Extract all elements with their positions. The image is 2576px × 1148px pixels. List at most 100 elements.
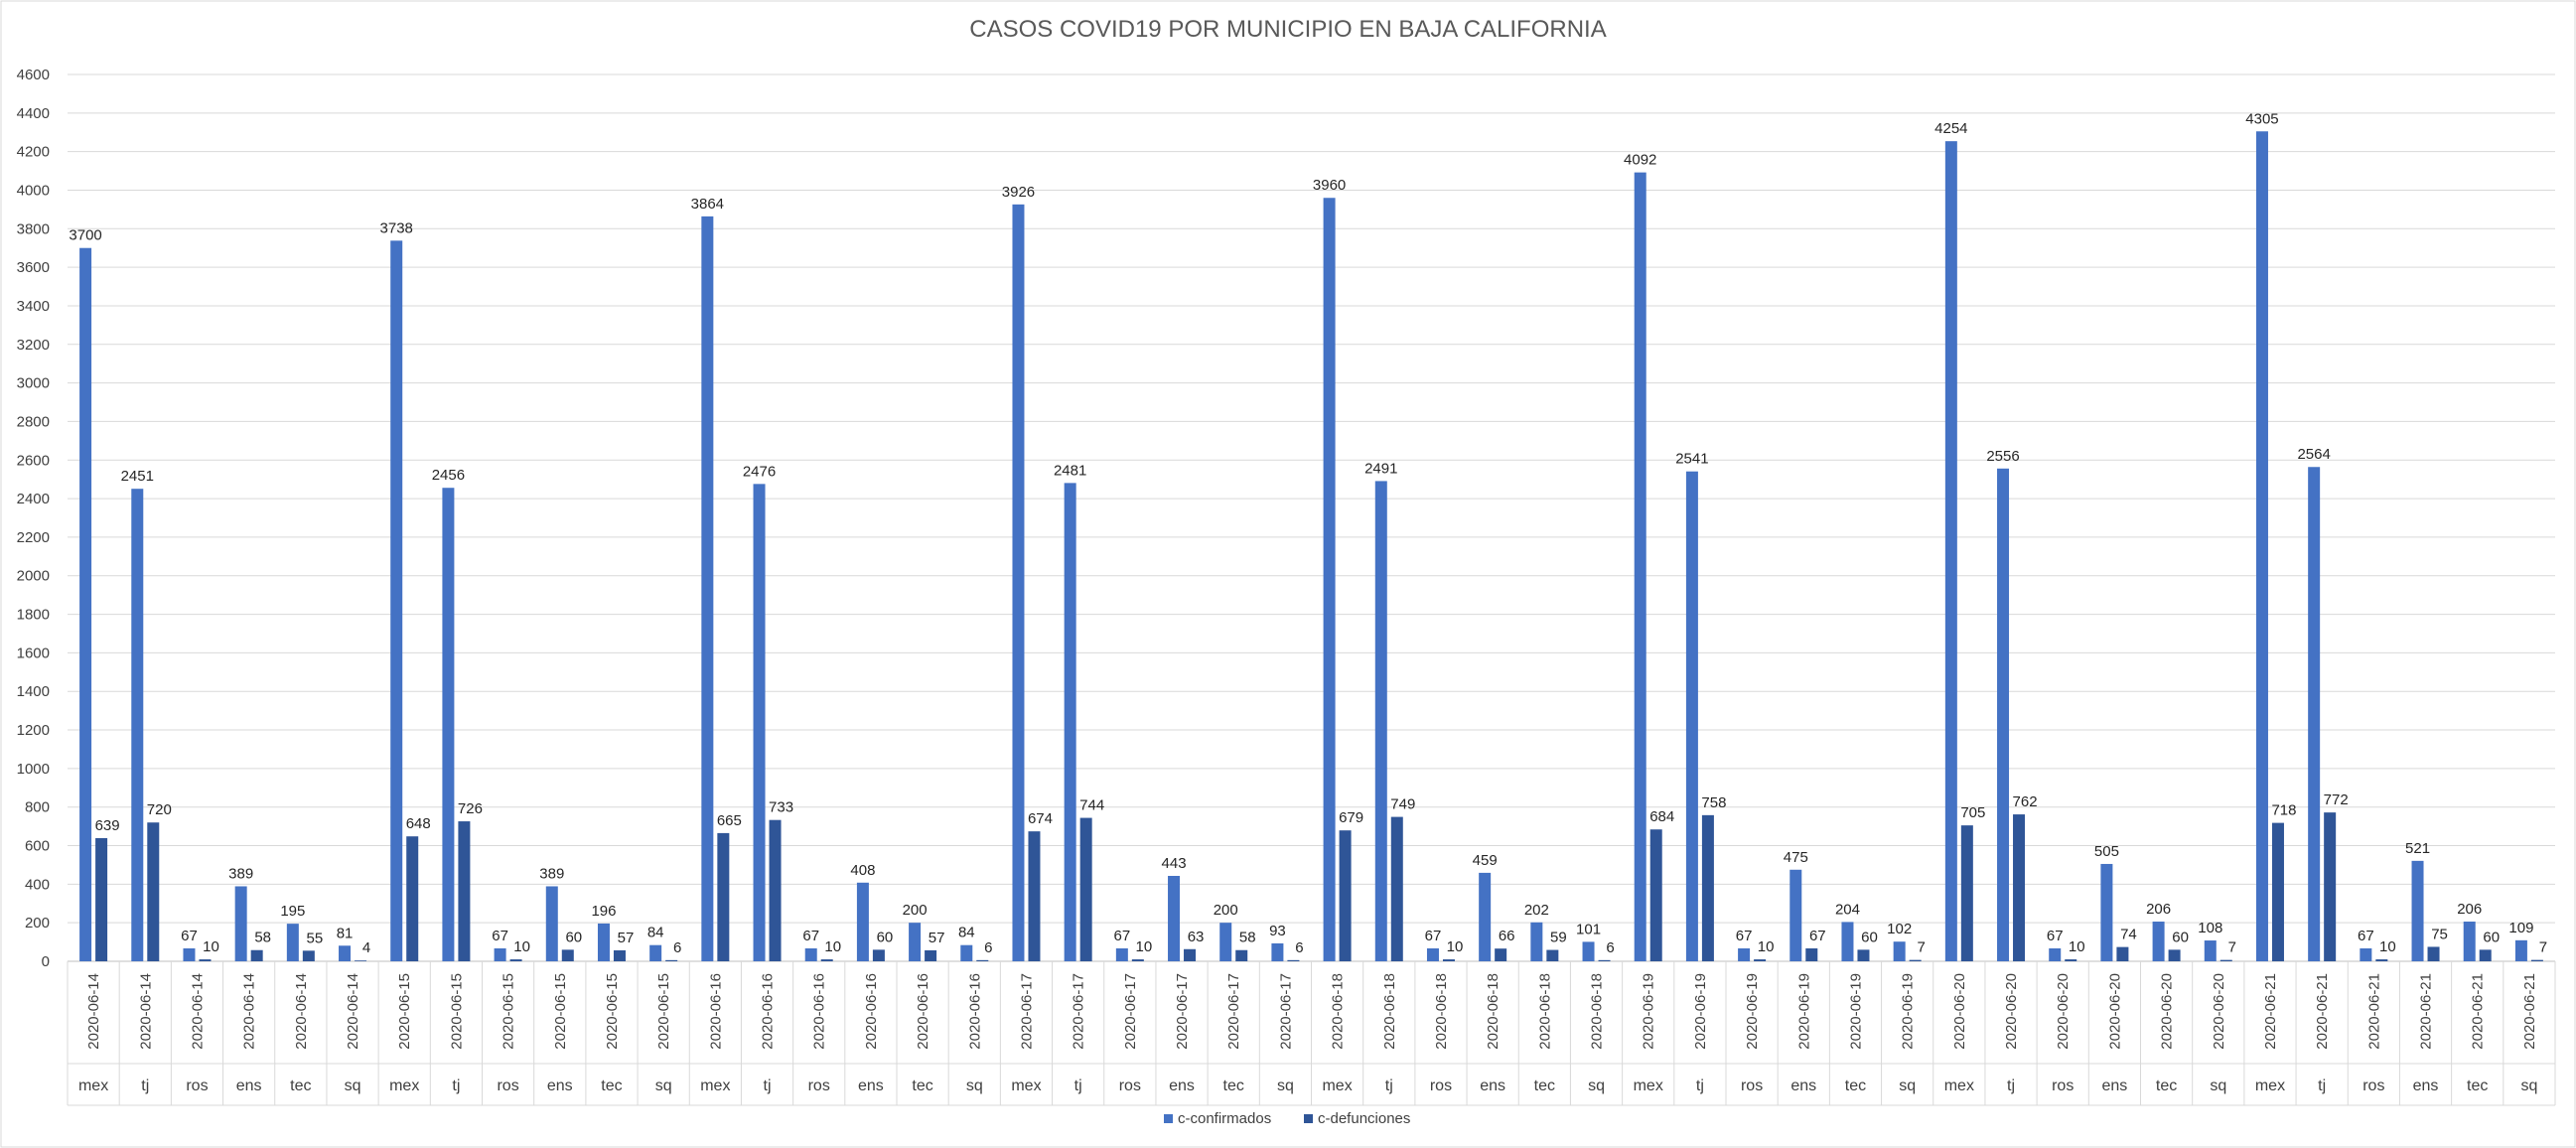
bar-c-defunciones [820,959,833,961]
bar-c-confirmados [131,489,144,961]
bar-c-defunciones [2065,959,2077,961]
x-tick-label-date: 2020-06-20 [2211,973,2227,1050]
bar-c-defunciones [1649,829,1662,961]
data-label-c-confirmados: 206 [2146,901,2171,918]
data-label-c-defunciones: 726 [458,800,483,817]
data-label-c-confirmados: 195 [280,903,305,920]
y-tick-label: 0 [42,953,50,970]
bar-c-confirmados [2255,131,2268,961]
data-label-c-confirmados: 3960 [1313,177,1346,194]
x-tick-label-date: 2020-06-17 [1122,973,1139,1050]
x-tick-label-date: 2020-06-14 [189,973,206,1050]
bar-c-confirmados [2308,467,2321,961]
y-tick-label: 3400 [17,298,50,315]
bar-c-defunciones [1701,814,1714,961]
x-tick-label-municipio: ens [2102,1077,2128,1094]
y-tick-label: 3600 [17,259,50,276]
bar-c-defunciones [1184,948,1197,961]
x-tick-label-date: 2020-06-16 [760,973,777,1050]
bar-c-confirmados [909,923,922,961]
x-tick-label-date: 2020-06-18 [1485,973,1502,1050]
y-tick-label: 2200 [17,529,50,546]
data-label-c-confirmados: 67 [1736,928,1753,944]
bar-c-defunciones [665,959,678,961]
bar-c-defunciones [2530,959,2543,961]
x-tick-label-municipio: mex [1011,1077,1041,1094]
data-label-c-confirmados: 200 [1214,902,1238,919]
x-tick-label-date: 2020-06-16 [707,973,724,1050]
data-label-c-confirmados: 2456 [432,467,465,484]
bar-c-defunciones [1442,959,1455,961]
data-label-c-confirmados: 2556 [1986,448,2019,465]
x-tick-label-date: 2020-06-19 [1795,973,1812,1050]
data-label-c-defunciones: 4 [362,939,370,956]
x-tick-label-municipio: tec [601,1077,622,1094]
bar-c-confirmados [1219,923,1232,961]
data-label-c-defunciones: 67 [1809,928,1826,944]
x-tick-label-municipio: ens [236,1077,262,1094]
data-label-c-defunciones: 60 [2172,929,2189,945]
bar-c-confirmados [1997,468,2010,961]
bar-c-defunciones [872,949,885,961]
data-label-c-defunciones: 10 [203,938,219,955]
x-tick-label-date: 2020-06-14 [345,973,361,1050]
data-label-c-defunciones: 679 [1339,809,1363,826]
x-tick-label-municipio: mex [2255,1077,2285,1094]
bar-c-confirmados [753,484,766,961]
data-label-c-defunciones: 10 [2379,938,2396,955]
bar-c-confirmados [183,947,196,961]
bar-c-defunciones [925,949,937,961]
data-label-c-confirmados: 3864 [691,196,724,213]
x-tick-label-date: 2020-06-16 [915,973,931,1050]
bar-c-defunciones [2219,959,2232,961]
x-tick-label-municipio: ros [1119,1077,1141,1094]
bar-c-defunciones [95,837,108,961]
x-tick-label-date: 2020-06-18 [1381,973,1398,1050]
data-label-c-defunciones: 60 [2483,929,2500,945]
x-tick-label-date: 2020-06-19 [1744,973,1761,1050]
y-tick-label: 4400 [17,105,50,122]
x-tick-label-date: 2020-06-14 [137,973,154,1050]
data-label-c-confirmados: 459 [1473,852,1498,869]
y-tick-label: 2600 [17,452,50,469]
y-tick-label: 4200 [17,144,50,161]
bar-c-defunciones [1598,959,1611,961]
data-label-c-confirmados: 204 [1835,901,1860,918]
bar-c-defunciones [2168,949,2181,961]
bar-c-defunciones [1495,948,1507,961]
data-label-c-defunciones: 648 [406,815,431,832]
bar-c-defunciones [976,959,989,961]
x-tick-label-date: 2020-06-19 [1641,973,1657,1050]
x-tick-label-date: 2020-06-21 [2418,973,2435,1050]
bar-c-confirmados [2049,947,2062,961]
data-label-c-defunciones: 75 [2431,926,2448,942]
bar-c-confirmados [1789,869,1802,961]
x-tick-label-municipio: ens [858,1077,884,1094]
data-label-c-defunciones: 762 [2013,793,2038,810]
x-tick-label-municipio: ens [547,1077,573,1094]
bar-c-defunciones [561,949,574,961]
data-label-c-confirmados: 475 [1784,849,1808,866]
x-tick-label-date: 2020-06-16 [811,973,828,1050]
bar-c-defunciones [1546,949,1559,961]
bar-c-defunciones [1287,959,1300,961]
bar-c-defunciones [147,822,160,961]
y-tick-label: 1000 [17,761,50,778]
bar-c-confirmados [1426,947,1439,961]
y-tick-label: 800 [25,799,50,816]
data-label-c-defunciones: 57 [929,930,945,946]
bar-c-defunciones [1960,825,1973,961]
x-tick-label-municipio: tj [1385,1077,1393,1094]
x-tick-label-date: 2020-06-15 [448,973,465,1050]
bar-c-confirmados [1738,947,1751,961]
bar-c-confirmados [856,882,869,961]
bar-c-defunciones [1754,959,1767,961]
data-label-c-defunciones: 59 [1550,930,1567,946]
data-label-c-confirmados: 2451 [121,468,154,485]
data-label-c-defunciones: 639 [95,817,120,834]
bar-c-confirmados [494,947,506,961]
bar-c-defunciones [250,949,263,961]
x-tick-label-municipio: tec [2467,1077,2488,1094]
bar-c-confirmados [1944,141,1957,961]
bar-c-confirmados [960,944,973,961]
